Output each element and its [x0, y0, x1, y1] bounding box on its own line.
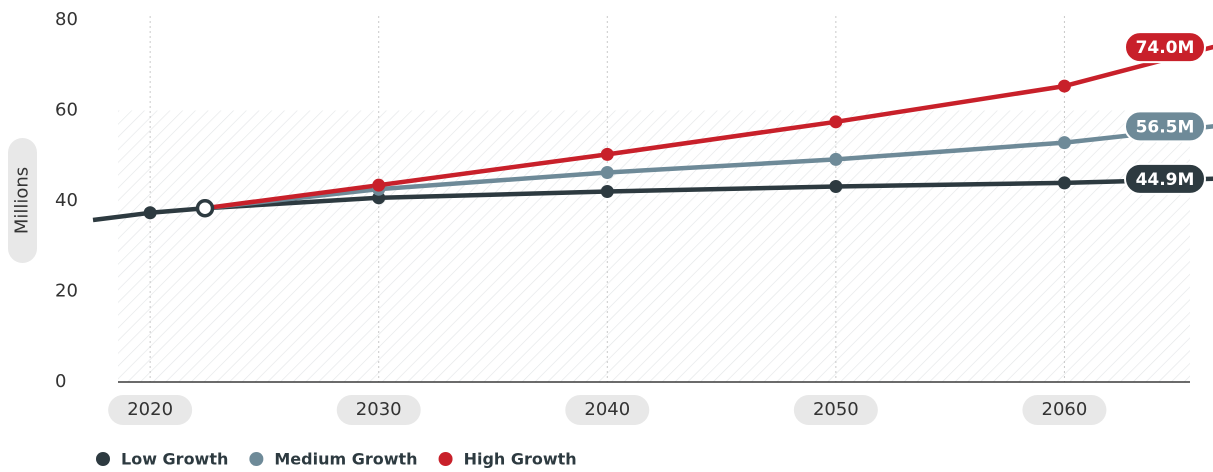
data-point: [143, 206, 157, 220]
data-point: [1057, 79, 1071, 93]
data-point: [1057, 136, 1071, 150]
y-axis-label-group: Millions: [8, 138, 37, 263]
series-line-low-growth: [202, 176, 1213, 211]
series-lines: [92, 44, 1213, 223]
end-label-high-growth: 74.0M: [1136, 38, 1195, 58]
x-tick-label: 2060: [1042, 399, 1088, 420]
gridlines: [149, 16, 1065, 382]
x-tick-pill: [108, 395, 193, 425]
series-markers: [143, 79, 1071, 220]
x-tick-pill: [1022, 395, 1107, 425]
end-label-low-growth: 44.9M: [1136, 170, 1195, 190]
y-axis-label: Millions: [12, 167, 33, 234]
y-tick-label: 20: [55, 281, 78, 302]
y-tick-label: 60: [55, 100, 78, 121]
series-line-medium-growth: [202, 124, 1213, 211]
end-labels: 44.9M 56.5M 74.0M: [1124, 31, 1206, 195]
data-point: [829, 115, 843, 129]
x-tick-label: 2020: [127, 399, 173, 420]
x-tick-pill: [793, 395, 878, 425]
x-tick-label: 2050: [813, 399, 859, 420]
data-point: [600, 184, 614, 198]
end-label-medium-growth: 56.5M: [1136, 117, 1195, 137]
y-tick-label: 40: [55, 190, 78, 211]
legend-label-high-growth: High Growth: [464, 450, 577, 469]
legend-marker: [438, 452, 453, 466]
data-point: [600, 147, 614, 161]
end-label-pill: [1124, 110, 1206, 143]
x-tick-pill: [565, 395, 650, 425]
legend-marker: [249, 452, 264, 466]
series-line-high-growth: [202, 44, 1213, 211]
legend-label-medium-growth: Medium Growth: [274, 450, 417, 469]
data-point: [829, 152, 843, 166]
hatch-band: [118, 110, 1190, 382]
hatched-background: [118, 110, 1190, 382]
y-tick-label: 80: [55, 9, 78, 30]
data-point: [600, 165, 614, 179]
x-tick-label: 2040: [584, 399, 630, 420]
y-axis-label-pill: [8, 138, 37, 263]
x-tick-pill: [336, 395, 421, 425]
data-point: [372, 178, 386, 192]
data-point: [1057, 176, 1071, 190]
current-year-marker: [195, 198, 215, 218]
legend: Low Growth Medium Growth High Growth: [96, 450, 577, 469]
y-tick-label: 0: [55, 371, 66, 392]
data-point: [829, 180, 843, 194]
x-tick-label: 2030: [356, 399, 402, 420]
end-label-pill: [1124, 162, 1206, 195]
legend-label-low-growth: Low Growth: [121, 450, 228, 469]
legend-marker: [96, 452, 110, 466]
end-label-pill: [1124, 31, 1206, 64]
